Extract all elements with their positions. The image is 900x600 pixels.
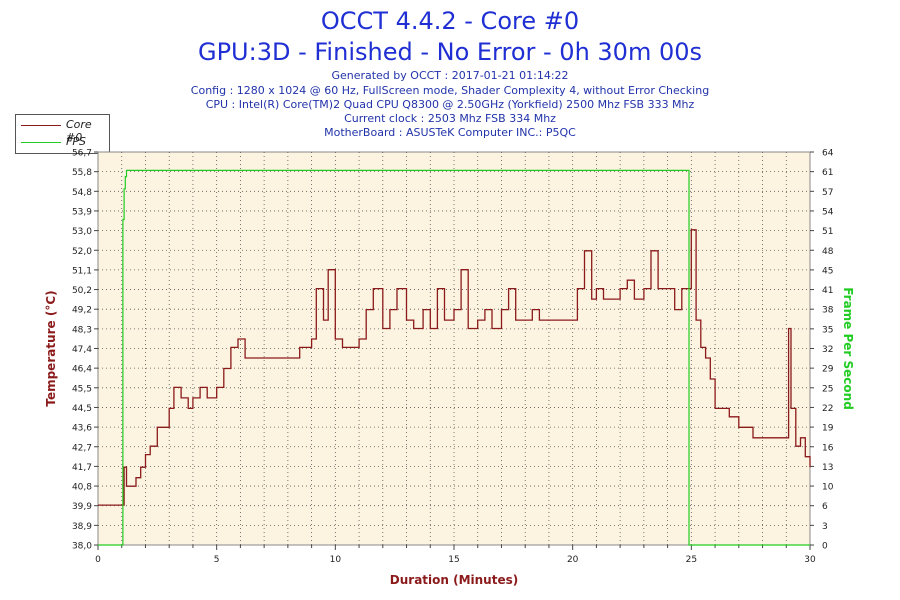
y-tick-label: 46,4 — [72, 365, 92, 375]
y-tick-label: 38,0 — [72, 542, 92, 552]
x-axis-title: Duration (Minutes) — [390, 573, 518, 587]
y2-tick-label: 25 — [822, 384, 833, 394]
info-generated: Generated by OCCT : 2017-01-21 01:14:22 — [331, 69, 569, 82]
legend-item-fps: FPS — [16, 134, 109, 150]
y-tick-label: 52,0 — [72, 247, 92, 257]
y-tick-label: 39,9 — [72, 502, 92, 512]
info-clock: Current clock : 2503 Mhz FSB 334 Mhz — [344, 112, 556, 125]
y-tick-label: 45,5 — [72, 384, 92, 394]
y2-tick-label: 0 — [822, 542, 828, 552]
y2-tick-label: 13 — [822, 463, 833, 473]
legend-swatch-core0 — [21, 125, 61, 126]
chart-subtitle: GPU:3D - Finished - No Error - 0h 30m 00… — [197, 38, 702, 66]
y2-tick-label: 35 — [822, 325, 833, 335]
x-tick-label: 25 — [686, 555, 697, 565]
x-tick-label: 0 — [95, 555, 101, 565]
y2-tick-label: 16 — [822, 443, 834, 453]
series-line-core0 — [98, 229, 811, 506]
y-tick-label: 51,1 — [72, 266, 92, 276]
y-tick-label: 53,9 — [72, 207, 92, 217]
y2-tick-label: 32 — [822, 345, 833, 355]
y-axis-title: Temperature (°C) — [44, 290, 58, 406]
x-tick-label: 5 — [214, 555, 220, 565]
y2-tick-label: 22 — [822, 404, 833, 414]
y2-tick-label: 41 — [822, 286, 833, 296]
legend-label-fps: FPS — [66, 135, 86, 148]
y2-tick-label: 38 — [822, 306, 834, 316]
chart-legend: Core #0 FPS — [15, 114, 110, 154]
info-cpu: CPU : Intel(R) Core(TM)2 Quad CPU Q8300 … — [205, 98, 695, 111]
y-tick-label: 50,2 — [72, 286, 92, 296]
legend-label-core0: Core #0 — [66, 118, 92, 144]
y-tick-label: 38,9 — [72, 522, 92, 532]
y-tick-label: 48,3 — [72, 325, 92, 335]
y-tick-label: 55,8 — [72, 168, 92, 178]
y2-axis-title: Frame Per Second — [841, 287, 855, 410]
legend-swatch-fps — [21, 142, 61, 143]
x-tick-label: 30 — [804, 555, 816, 565]
y-tick-label: 43,6 — [72, 424, 92, 434]
y-tick-label: 49,2 — [72, 306, 92, 316]
chart-title: OCCT 4.4.2 - Core #0 — [320, 7, 580, 35]
y2-tick-label: 64 — [822, 149, 834, 159]
y2-tick-label: 45 — [822, 266, 833, 276]
info-config: Config : 1280 x 1024 @ 60 Hz, FullScreen… — [190, 84, 710, 97]
x-tick-label: 15 — [448, 555, 459, 565]
y2-tick-label: 10 — [822, 483, 834, 493]
y-tick-label: 54,8 — [72, 188, 92, 198]
y-tick-label: 40,8 — [72, 483, 92, 493]
y-tick-label: 41,7 — [72, 463, 92, 473]
y2-tick-label: 19 — [822, 424, 834, 434]
y2-tick-label: 51 — [822, 227, 833, 237]
legend-item-core0: Core #0 — [16, 117, 109, 144]
y-tick-label: 53,0 — [72, 227, 92, 237]
series-line-fps — [98, 169, 810, 546]
y-tick-label: 44,5 — [72, 404, 92, 414]
y-tick-label: 47,4 — [72, 345, 92, 355]
y-tick-label: 42,7 — [72, 443, 92, 453]
info-motherboard: MotherBoard : ASUSTeK Computer INC.: P5Q… — [324, 126, 576, 139]
y2-tick-label: 48 — [822, 247, 834, 257]
y2-tick-label: 57 — [822, 188, 833, 198]
y-tick-label: 56,7 — [72, 149, 92, 159]
y2-tick-label: 54 — [822, 207, 834, 217]
x-tick-label: 10 — [330, 555, 342, 565]
y2-tick-label: 61 — [822, 168, 833, 178]
y2-tick-label: 3 — [822, 522, 828, 532]
y2-tick-label: 6 — [822, 502, 828, 512]
x-tick-label: 20 — [567, 555, 579, 565]
y2-tick-label: 29 — [822, 365, 834, 375]
